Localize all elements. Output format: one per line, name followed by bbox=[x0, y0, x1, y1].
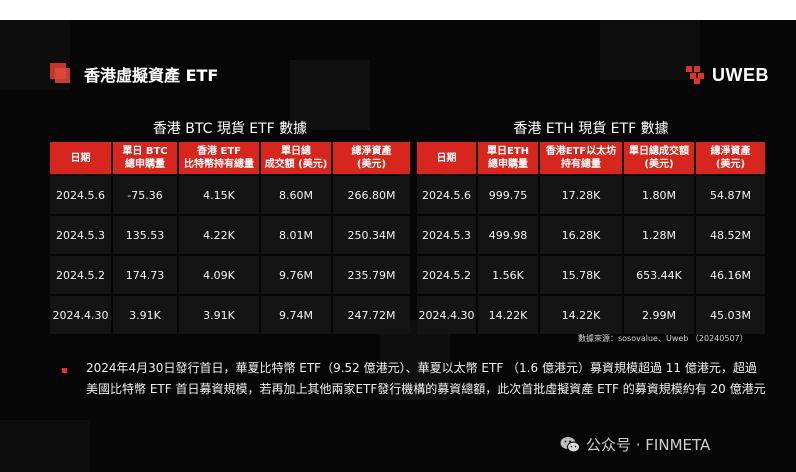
watermark: 公众号 · FINMETA bbox=[560, 434, 710, 455]
btc-cell: 3.91K bbox=[178, 294, 261, 334]
eth-cell: 14.22K bbox=[539, 294, 624, 334]
eth-cell: 999.75 bbox=[477, 174, 540, 215]
btc-cell: 9.76M bbox=[260, 254, 333, 295]
btc-header-cell: 單日 BTC 總申購量 bbox=[112, 142, 179, 175]
btc-cell: 4.22K bbox=[178, 214, 261, 255]
btc-section-title: 香港 BTC 現貨 ETF 數據 bbox=[152, 121, 308, 137]
wechat-icon bbox=[560, 436, 580, 452]
table-row: 2024.5.2 1.56K 15.78K 653.44K 46.16M bbox=[417, 254, 765, 295]
eth-cell: 1.28M bbox=[623, 214, 696, 255]
brand-name: UWEB bbox=[712, 64, 769, 85]
table-row: 2024.5.3 499.98 16.28K 1.28M 48.52M bbox=[417, 214, 765, 255]
eth-cell: 15.78K bbox=[539, 254, 624, 295]
brand-logo: UWEB bbox=[686, 65, 769, 85]
eth-cell: 17.28K bbox=[539, 174, 624, 215]
eth-section-title: 香港 ETH 現貨 ETF 數據 bbox=[513, 121, 669, 137]
eth-cell: 1.56K bbox=[477, 254, 540, 295]
eth-header-cell: 單日總成交額 (美元) bbox=[623, 142, 696, 175]
btc-cell: 2024.5.3 bbox=[50, 214, 113, 255]
btc-cell: 4.15K bbox=[178, 174, 261, 215]
eth-header-cell: 總淨資產 (美元) bbox=[695, 142, 765, 175]
eth-cell: 48.52M bbox=[695, 214, 765, 255]
btc-cell: 135.53 bbox=[112, 214, 179, 255]
btc-cell: 174.73 bbox=[112, 254, 179, 295]
btc-cell: 2024.5.2 bbox=[50, 254, 113, 295]
btc-cell: 4.09K bbox=[178, 254, 261, 295]
btc-cell: 266.80M bbox=[332, 174, 410, 215]
btc-cell: 2024.4.30 bbox=[50, 294, 113, 334]
table-row: 2024.5.6 999.75 17.28K 1.80M 54.87M bbox=[417, 174, 765, 215]
btc-cell: 235.79M bbox=[332, 254, 410, 295]
btc-cell: 247.72M bbox=[332, 294, 410, 334]
watermark-text: 公众号 · FINMETA bbox=[586, 436, 711, 454]
title-square-icon bbox=[50, 63, 70, 83]
eth-header-cell: 單日ETH 總申購量 bbox=[477, 142, 540, 175]
btc-header-cell: 日期 bbox=[50, 142, 113, 175]
eth-cell: 2.99M bbox=[623, 294, 696, 334]
bullet-icon bbox=[62, 368, 67, 373]
btc-cell: 8.60M bbox=[260, 174, 333, 215]
eth-cell: 653.44K bbox=[623, 254, 696, 295]
btc-cell: 250.34M bbox=[332, 214, 410, 255]
eth-header-cell: 日期 bbox=[417, 142, 478, 175]
eth-cell: 2024.5.2 bbox=[417, 254, 478, 295]
slide: 香港虛擬資產 ETF UWEB 香港 BTC 現貨 ETF 數據 香港 ETH … bbox=[0, 20, 796, 472]
summary-paragraph: 2024年4月30日發行首日，華夏比特幣 ETF（9.52 億港元）、華夏以太幣… bbox=[86, 361, 766, 396]
eth-cell: 46.16M bbox=[695, 254, 765, 295]
eth-cell: 2024.5.3 bbox=[417, 214, 478, 255]
eth-cell: 499.98 bbox=[477, 214, 540, 255]
eth-etf-table: 日期 單日ETH 總申購量 香港ETF以太坊 持有總量 單日總成交額 (美元) 總淨資產… bbox=[417, 142, 765, 334]
uweb-logo-icon bbox=[686, 66, 704, 84]
btc-cell: 9.74M bbox=[260, 294, 333, 334]
btc-etf-table: 日期 單日 BTC 總申購量 香港 ETF 比特幣持有總量 單日總 成交額 (美元) 總… bbox=[50, 142, 410, 334]
table-row: 2024.5.3 135.53 4.22K 8.01M 250.34M bbox=[50, 214, 410, 255]
table-row: 2024.4.30 14.22K 14.22K 2.99M 45.03M bbox=[417, 294, 765, 334]
btc-header-cell: 總淨資產 (美元) bbox=[332, 142, 410, 175]
table-row: 2024.5.2 174.73 4.09K 9.76M 235.79M bbox=[50, 254, 410, 295]
btc-cell: -75.36 bbox=[112, 174, 179, 215]
page-title: 香港虛擬資產 ETF bbox=[84, 66, 219, 85]
btc-cell: 8.01M bbox=[260, 214, 333, 255]
table-row: 2024.4.30 3.91K 3.91K 9.74M 247.72M bbox=[50, 294, 410, 334]
data-source-note: 數據來源：sosovalue、Uweb （20240507） bbox=[578, 334, 748, 343]
eth-cell: 1.80M bbox=[623, 174, 696, 215]
eth-cell: 2024.5.6 bbox=[417, 174, 478, 215]
eth-cell: 2024.4.30 bbox=[417, 294, 478, 334]
eth-cell: 45.03M bbox=[695, 294, 765, 334]
btc-cell: 3.91K bbox=[112, 294, 179, 334]
eth-cell: 14.22K bbox=[477, 294, 540, 334]
eth-cell: 54.87M bbox=[695, 174, 765, 215]
table-row: 2024.5.6 -75.36 4.15K 8.60M 266.80M bbox=[50, 174, 410, 215]
btc-header-cell: 香港 ETF 比特幣持有總量 bbox=[178, 142, 261, 175]
eth-cell: 16.28K bbox=[539, 214, 624, 255]
btc-cell: 2024.5.6 bbox=[50, 174, 113, 215]
eth-header-cell: 香港ETF以太坊 持有總量 bbox=[539, 142, 624, 175]
btc-header-cell: 單日總 成交額 (美元) bbox=[260, 142, 333, 175]
